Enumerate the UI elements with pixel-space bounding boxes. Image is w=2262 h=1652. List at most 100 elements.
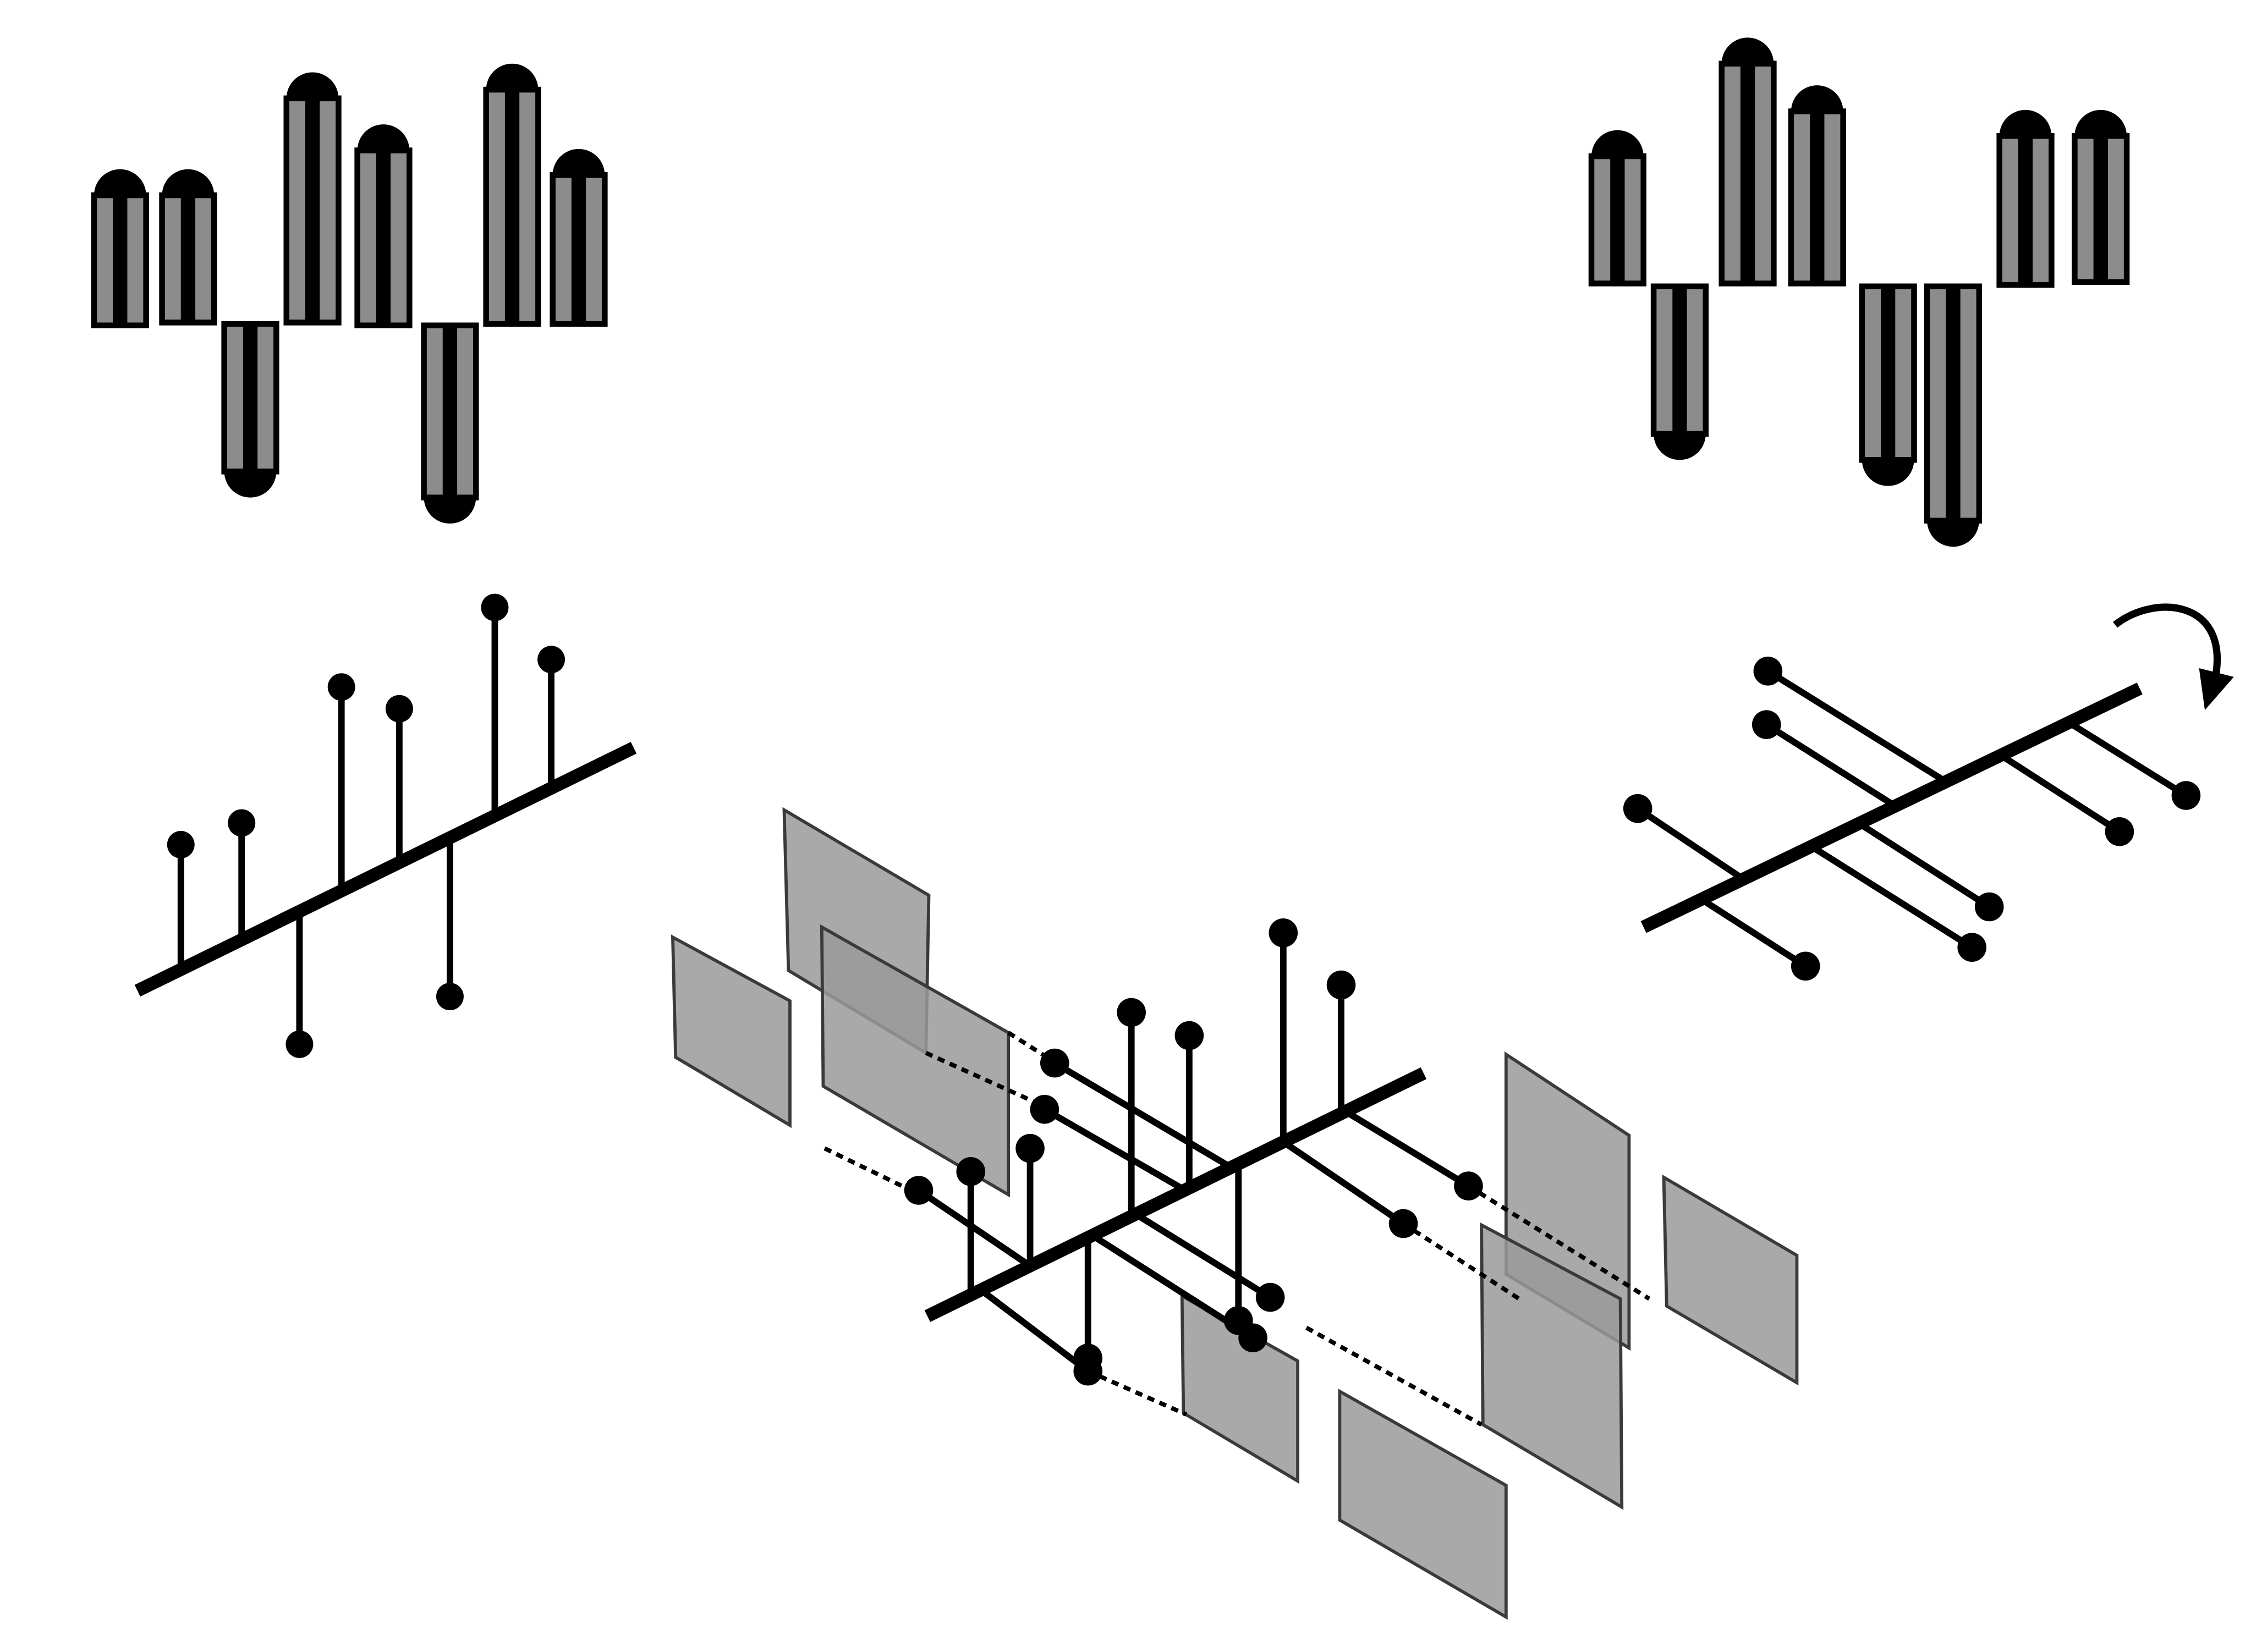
projection-line xyxy=(1467,1184,1651,1301)
tooth-tip xyxy=(1791,951,1820,981)
tooth-tip xyxy=(228,809,256,837)
tooth-tip xyxy=(1117,998,1146,1027)
tooth-2 xyxy=(228,809,256,940)
tooth-tip xyxy=(1623,794,1652,823)
tooth-tip xyxy=(1073,1356,1103,1386)
tooth-tip xyxy=(1388,1209,1418,1238)
pillar-3 xyxy=(221,321,279,498)
top-left-pillar-row xyxy=(91,63,608,524)
tooth-tip xyxy=(1454,1171,1483,1201)
projection-line xyxy=(1402,1221,1520,1301)
pillar-3 xyxy=(1719,37,1777,287)
tooth-stem xyxy=(1134,1211,1272,1301)
tooth-tip xyxy=(481,593,509,621)
vertical-tooth-4 xyxy=(1174,1021,1204,1188)
tooth-stem xyxy=(1053,1060,1233,1170)
rotate-arrowhead-icon xyxy=(2199,668,2234,711)
pillar-5 xyxy=(354,124,413,329)
vertical-tooth-5 xyxy=(1269,918,1298,1142)
pillar-7 xyxy=(483,63,541,327)
tooth-5 xyxy=(1809,844,1986,962)
tooth-4 xyxy=(327,673,355,891)
vertical-tooth-3 xyxy=(1117,998,1146,1216)
rotated-tooth-1 xyxy=(904,1176,1032,1269)
tooth-tip xyxy=(385,695,413,723)
tooth-tip xyxy=(1174,1021,1204,1050)
rotated-tooth-2 xyxy=(1040,1048,1233,1170)
bottom-center-comb-with-projection-planes xyxy=(671,807,1799,1620)
tooth-1 xyxy=(1623,794,1745,882)
tooth-6 xyxy=(436,838,464,1011)
vertical-tooth-2 xyxy=(1015,1133,1045,1266)
tooth-stem xyxy=(979,1287,1090,1374)
tooth-4 xyxy=(1752,710,1897,809)
tooth-tip xyxy=(1040,1048,1069,1078)
tooth-stem xyxy=(1343,1108,1470,1189)
tooth-tip xyxy=(1752,710,1781,739)
tooth-tip xyxy=(1326,970,1356,1000)
tooth-tip xyxy=(286,1030,314,1058)
tooth-2 xyxy=(1699,896,1820,981)
tooth-stem xyxy=(2067,719,2188,799)
pillar-7 xyxy=(1996,109,2055,288)
backbone xyxy=(924,1067,1427,1322)
tooth-7 xyxy=(1999,752,2134,846)
pillar-4 xyxy=(283,72,342,326)
projection-line xyxy=(1305,1325,1483,1427)
tooth-tip xyxy=(167,830,195,858)
plane-bottom-wide xyxy=(1338,1389,1508,1620)
tooth-stem xyxy=(1765,722,1897,809)
rotated-tooth-4 xyxy=(979,1287,1103,1386)
down-tooth-1 xyxy=(1073,1237,1103,1373)
tooth-stem xyxy=(1090,1232,1255,1341)
plane-right-small xyxy=(1662,1174,1799,1386)
pillar-5 xyxy=(1859,283,1917,486)
plane-left-small xyxy=(671,934,792,1128)
tooth-stem xyxy=(1699,896,1808,969)
tooth-7 xyxy=(481,593,509,816)
rotated-tooth-7 xyxy=(1281,1139,1418,1238)
tooth-1 xyxy=(167,830,195,970)
tooth-tip xyxy=(1030,1094,1059,1124)
pillar-8 xyxy=(2072,109,2130,285)
tooth-8 xyxy=(2067,719,2201,810)
tooth-8 xyxy=(537,646,566,789)
rotate-arrow-icon xyxy=(2113,603,2221,681)
backbone xyxy=(134,742,637,997)
rotated-tooth-3 xyxy=(1030,1094,1187,1193)
tooth-tip xyxy=(1269,918,1298,948)
projection-line xyxy=(925,1051,1046,1109)
tooth-tip xyxy=(1974,892,2004,922)
tooth-stem xyxy=(1042,1106,1187,1193)
middle-right-comb-rotated xyxy=(1623,603,2234,981)
plane-left-front xyxy=(820,924,1011,1198)
down-tooth-2 xyxy=(1223,1164,1253,1335)
pillar-2 xyxy=(1650,283,1709,460)
tooth-stem xyxy=(1766,668,1948,785)
tooth-tip xyxy=(956,1157,986,1186)
vertical-tooth-6 xyxy=(1326,970,1356,1114)
tooth-stem xyxy=(1635,806,1745,882)
tooth-tip xyxy=(1957,933,1986,962)
tooth-stem xyxy=(916,1187,1032,1269)
pillar-4 xyxy=(1788,85,1846,287)
pillar-1 xyxy=(1588,130,1646,287)
tooth-tip xyxy=(1753,657,1783,686)
tooth-tip xyxy=(537,646,566,674)
rotated-tooth-8 xyxy=(1343,1108,1483,1201)
middle-left-comb-vertical xyxy=(134,593,637,1058)
tooth-stem xyxy=(1999,752,2122,835)
tooth-tip xyxy=(1015,1133,1045,1163)
tooth-tip xyxy=(1238,1323,1267,1353)
tooth-5 xyxy=(385,695,413,863)
pillar-1 xyxy=(91,169,149,329)
tooth-tip xyxy=(1255,1282,1285,1312)
rotated-tooth-6 xyxy=(1090,1232,1267,1353)
tooth-stem xyxy=(1809,844,1974,950)
projection-line xyxy=(1007,1031,1058,1065)
tooth-tip xyxy=(2171,781,2201,810)
pillar-2 xyxy=(159,169,217,326)
tooth-stem xyxy=(1857,821,1991,910)
